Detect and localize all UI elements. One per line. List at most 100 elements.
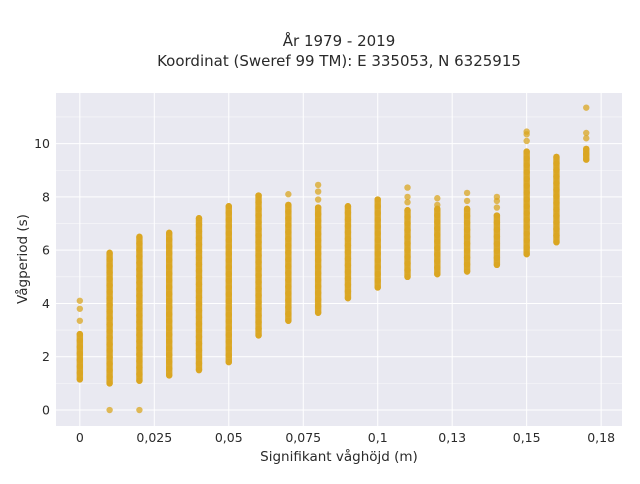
data-point xyxy=(583,129,590,137)
data-point xyxy=(553,173,560,180)
x-tick-label: 0,05 xyxy=(215,430,243,445)
x-tick-label: 0 xyxy=(76,430,84,445)
data-point xyxy=(255,325,262,332)
data-point xyxy=(76,297,84,304)
data-point xyxy=(106,269,113,276)
data-point xyxy=(225,203,232,210)
data-point xyxy=(553,199,560,207)
data-point xyxy=(583,104,590,111)
data-point xyxy=(106,301,113,309)
data-point xyxy=(285,191,292,198)
y-tick-label: 4 xyxy=(42,296,50,311)
data-point xyxy=(404,246,411,254)
data-point xyxy=(285,310,292,318)
data-point xyxy=(463,233,471,240)
data-point xyxy=(136,406,143,414)
data-point xyxy=(344,268,352,276)
data-point xyxy=(314,276,322,284)
data-point xyxy=(523,223,530,231)
y-tick-label: 2 xyxy=(42,349,50,364)
chart-title: År 1979 - 2019 xyxy=(283,31,396,50)
y-tick-label: 8 xyxy=(42,189,50,204)
data-point xyxy=(523,168,530,176)
data-point xyxy=(166,372,173,379)
data-point xyxy=(314,309,322,316)
y-tick-label: 0 xyxy=(42,403,50,418)
data-point xyxy=(136,344,143,352)
data-point xyxy=(374,230,381,237)
data-point xyxy=(195,254,203,262)
data-point xyxy=(374,223,381,230)
data-point xyxy=(553,166,560,174)
data-point xyxy=(225,311,232,318)
data-point xyxy=(195,327,203,334)
data-point xyxy=(225,243,232,251)
data-point xyxy=(523,189,530,196)
data-point xyxy=(344,216,352,223)
data-point xyxy=(434,231,441,239)
data-point xyxy=(523,182,530,189)
data-point xyxy=(285,276,292,284)
data-point xyxy=(523,230,530,237)
data-point xyxy=(314,250,322,257)
data-point xyxy=(493,204,501,211)
data-point xyxy=(106,275,113,283)
data-point xyxy=(136,240,143,247)
data-point xyxy=(255,219,262,226)
data-point xyxy=(106,256,113,263)
data-point xyxy=(463,197,471,205)
data-point xyxy=(314,188,322,195)
data-point xyxy=(434,251,441,258)
data-point xyxy=(404,193,411,201)
x-tick-label: 0,15 xyxy=(513,430,541,445)
data-point xyxy=(493,240,501,247)
data-point xyxy=(255,312,262,319)
data-point xyxy=(404,213,411,221)
data-point xyxy=(106,341,113,348)
data-point xyxy=(225,216,232,223)
data-point xyxy=(255,278,262,286)
data-point xyxy=(136,305,143,312)
data-point xyxy=(553,160,560,167)
data-point xyxy=(493,193,501,201)
data-point xyxy=(166,229,173,237)
data-point xyxy=(166,338,173,345)
data-point xyxy=(255,298,262,306)
data-point xyxy=(344,235,352,243)
data-point xyxy=(225,230,232,237)
data-point xyxy=(404,233,411,241)
data-point xyxy=(463,254,471,261)
data-point xyxy=(374,243,381,251)
data-point xyxy=(553,238,560,246)
data-point xyxy=(225,209,232,217)
data-point xyxy=(136,233,143,241)
data-point xyxy=(285,235,292,243)
data-point xyxy=(106,334,113,341)
data-point xyxy=(255,265,262,273)
data-point xyxy=(225,331,232,339)
data-point xyxy=(76,317,84,324)
data-point xyxy=(434,218,441,226)
x-tick-label: 0,025 xyxy=(136,430,172,445)
data-point xyxy=(553,179,560,187)
data-point xyxy=(404,184,411,191)
data-point xyxy=(166,277,173,284)
data-point xyxy=(523,162,530,169)
data-point xyxy=(106,380,113,387)
data-point xyxy=(136,292,143,299)
data-point xyxy=(225,352,232,359)
data-point xyxy=(106,282,113,289)
data-point xyxy=(434,195,441,202)
data-point xyxy=(314,289,322,297)
y-tick-label: 10 xyxy=(34,136,50,151)
data-point xyxy=(136,331,143,339)
data-point xyxy=(106,308,113,315)
data-point xyxy=(195,353,203,361)
data-point xyxy=(344,203,352,210)
data-point xyxy=(463,212,471,220)
data-point xyxy=(136,338,143,345)
data-point xyxy=(106,367,113,374)
data-point xyxy=(434,244,441,252)
data-point xyxy=(493,226,501,233)
